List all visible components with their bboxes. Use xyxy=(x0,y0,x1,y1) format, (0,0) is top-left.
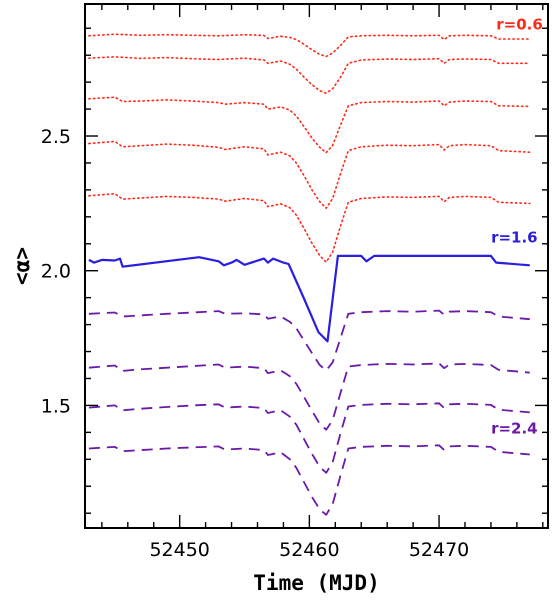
series-line-5 xyxy=(88,192,531,263)
y-axis-title: <α> xyxy=(10,247,34,285)
series-line-1 xyxy=(88,33,531,58)
ticks-layer: 52450 52460 52470 1.5 2.0 2.5 xyxy=(41,4,548,561)
series-line-7 xyxy=(88,309,530,372)
series-annotation-1: r=0.6 xyxy=(496,16,543,34)
x-tick-label: 52470 xyxy=(409,539,469,561)
series-line-4 xyxy=(88,140,531,209)
y-tick-label: 2.0 xyxy=(41,261,71,283)
series-annotation-3: r=2.4 xyxy=(491,420,538,438)
series-line-10 xyxy=(88,444,530,516)
x-axis-title: Time (MJD) xyxy=(253,571,379,595)
series-annotation-2: r=1.6 xyxy=(491,228,538,246)
x-tick-label: 52450 xyxy=(149,539,209,561)
series-line-3 xyxy=(88,96,531,154)
annotation-layer: r=0.6 r=1.6 r=2.4 xyxy=(491,16,543,438)
series-line-9 xyxy=(88,402,530,474)
series-line-6 xyxy=(88,254,530,343)
y-tick-label: 1.5 xyxy=(41,395,71,417)
series-line-2 xyxy=(88,55,531,94)
y-tick-label: 2.5 xyxy=(41,126,71,148)
series-layer xyxy=(88,33,531,516)
plot-frame xyxy=(84,3,549,529)
x-tick-label: 52460 xyxy=(279,539,339,561)
series-line-8 xyxy=(88,362,530,431)
